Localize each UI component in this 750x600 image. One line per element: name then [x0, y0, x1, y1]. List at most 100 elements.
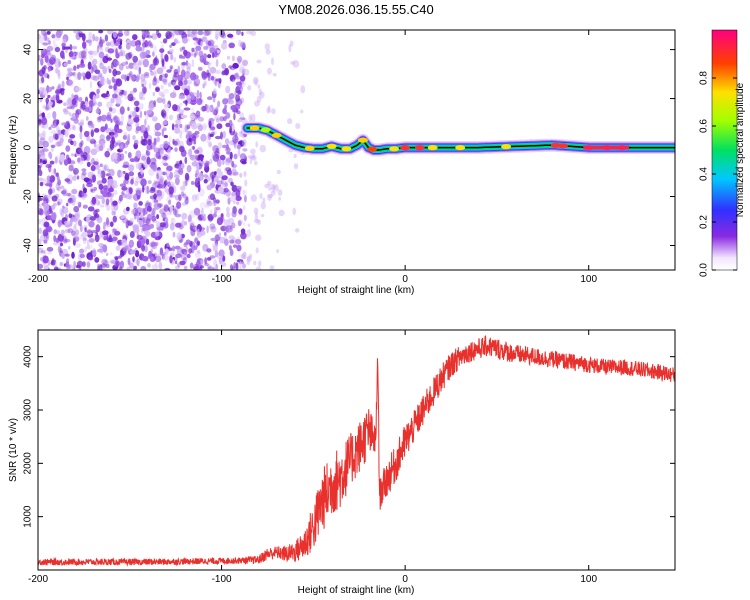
- noise-speck: [84, 130, 90, 138]
- noise-speck: [94, 164, 100, 170]
- noise-speck: [106, 135, 111, 142]
- noise-speck: [152, 57, 160, 66]
- noise-speck: [265, 49, 271, 55]
- noise-speck: [119, 183, 127, 187]
- noise-speck: [91, 64, 98, 73]
- noise-speck: [166, 242, 170, 247]
- noise-speck: [50, 261, 56, 266]
- noise-speck: [254, 78, 258, 86]
- noise-speck: [125, 61, 129, 65]
- noise-speck: [180, 191, 185, 197]
- noise-speck: [254, 100, 260, 107]
- noise-speck: [72, 176, 77, 181]
- noise-speck: [118, 121, 124, 126]
- noise-speck: [162, 97, 166, 105]
- noise-speck: [178, 194, 182, 202]
- noise-speck: [210, 209, 213, 217]
- noise-speck: [219, 30, 225, 38]
- noise-speck: [141, 139, 148, 146]
- noise-speck: [167, 147, 172, 156]
- noise-speck: [75, 243, 81, 248]
- noise-speck: [53, 235, 57, 243]
- noise-speck: [217, 100, 221, 108]
- noise-speck: [192, 263, 200, 270]
- noise-speck: [99, 62, 104, 70]
- noise-speck: [125, 193, 132, 200]
- noise-speck: [194, 173, 198, 178]
- noise-speck: [127, 257, 131, 266]
- noise-speck: [235, 239, 242, 245]
- noise-speck: [114, 230, 121, 236]
- noise-speck: [184, 156, 188, 164]
- noise-speck: [134, 114, 140, 119]
- noise-speck: [111, 239, 116, 243]
- noise-speck: [105, 252, 109, 257]
- noise-speck: [100, 170, 106, 179]
- noise-speck: [188, 137, 192, 143]
- noise-speck: [168, 114, 174, 121]
- noise-speck: [235, 189, 241, 198]
- ridge-peak: [558, 143, 568, 149]
- noise-speck: [87, 61, 92, 70]
- noise-speck: [236, 30, 241, 36]
- noise-speck: [148, 39, 152, 47]
- noise-speck: [79, 248, 85, 254]
- noise-speck: [115, 48, 118, 55]
- noise-speck: [197, 184, 201, 193]
- noise-speck: [83, 267, 90, 270]
- noise-speck: [201, 71, 208, 81]
- noise-speck: [174, 126, 181, 134]
- noise-speck: [216, 180, 223, 186]
- noise-speck: [226, 55, 231, 60]
- noise-speck: [39, 181, 44, 187]
- noise-speck: [76, 175, 80, 180]
- y-tick-label: 1000: [23, 505, 34, 528]
- noise-speck: [177, 74, 183, 83]
- noise-speck: [96, 109, 100, 114]
- noise-speck: [127, 133, 131, 139]
- noise-speck: [68, 245, 71, 250]
- noise-speck: [153, 76, 157, 82]
- colorbar-ticks: 0.0 0.2 0.4 0.6 0.8: [699, 71, 737, 277]
- noise-speck: [163, 204, 169, 212]
- noise-speck: [178, 95, 186, 100]
- noise-speck: [139, 51, 147, 59]
- noise-speck: [40, 58, 44, 66]
- noise-speck: [105, 194, 110, 199]
- noise-speck: [128, 262, 134, 269]
- noise-speck: [40, 53, 45, 59]
- noise-speck: [65, 46, 68, 54]
- noise-speck: [228, 65, 233, 69]
- noise-speck: [174, 174, 180, 178]
- noise-speck: [115, 53, 120, 59]
- noise-speck: [135, 46, 142, 52]
- noise-speck: [190, 31, 196, 38]
- noise-speck: [119, 260, 125, 269]
- noise-speck: [223, 180, 228, 186]
- noise-speck: [229, 140, 236, 146]
- noise-speck: [169, 92, 177, 99]
- noise-speck: [110, 118, 113, 123]
- noise-speck: [173, 56, 177, 63]
- noise-speck: [153, 180, 157, 185]
- noise-speck: [118, 30, 123, 35]
- noise-speck: [145, 150, 151, 156]
- noise-speck: [86, 261, 91, 268]
- ridge-peak: [249, 125, 260, 131]
- noise-speck: [72, 140, 77, 147]
- noise-speck: [98, 30, 104, 34]
- spectrogram-x-label: Height of straight line (km): [298, 285, 415, 296]
- noise-speck: [57, 201, 61, 206]
- noise-speck: [242, 189, 245, 196]
- noise-speck: [113, 180, 118, 187]
- noise-speck: [55, 184, 59, 190]
- noise-speck: [149, 43, 154, 49]
- noise-speck: [151, 33, 158, 40]
- noise-speck: [153, 199, 159, 204]
- noise-speck: [78, 50, 85, 59]
- noise-speck: [183, 265, 188, 270]
- noise-speck: [163, 106, 170, 114]
- noise-speck: [61, 122, 68, 126]
- noise-speck: [211, 175, 214, 183]
- noise-speck: [51, 86, 55, 90]
